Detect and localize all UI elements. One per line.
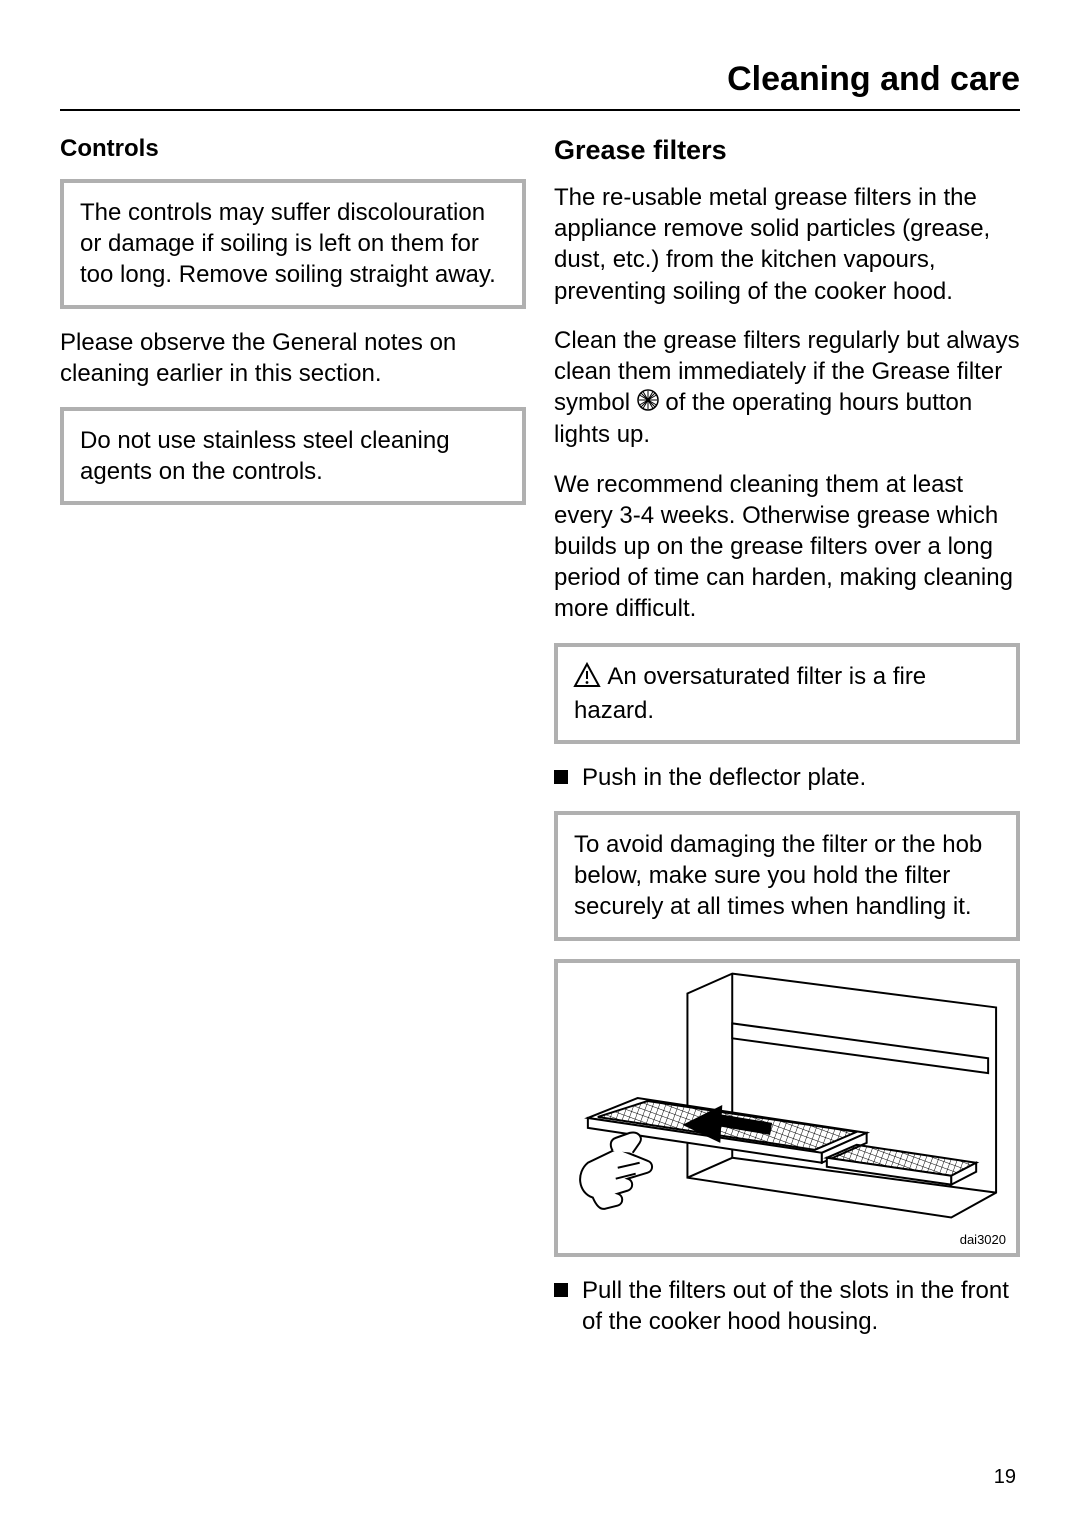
handling-note-text: To avoid damaging the filter or the hob … <box>574 829 1000 923</box>
left-column: Controls The controls may suffer discolo… <box>60 135 526 1355</box>
controls-note-1: The controls may suffer discolouration o… <box>60 179 526 309</box>
grease-para-2: Clean the grease filters regularly but a… <box>554 325 1020 451</box>
fire-hazard-warning: An oversaturated filter is a fire hazard… <box>574 661 1000 726</box>
grease-para-3: We recommend cleaning them at least ever… <box>554 469 1020 625</box>
filter-removal-figure: dai3020 <box>554 959 1020 1257</box>
page-number: 19 <box>994 1466 1016 1489</box>
bullet-1: Push in the deflector plate. <box>554 762 1020 793</box>
controls-para-1: Please observe the General notes on clea… <box>60 327 526 389</box>
fire-hazard-warning-box: An oversaturated filter is a fire hazard… <box>554 643 1020 744</box>
handling-note-box: To avoid damaging the filter or the hob … <box>554 811 1020 941</box>
controls-note-1-text: The controls may suffer discolouration o… <box>80 197 506 291</box>
page-title: Cleaning and care <box>60 60 1020 111</box>
grease-filters-heading: Grease filters <box>554 135 1020 166</box>
filter-removal-illustration <box>558 963 1016 1253</box>
figure-caption: dai3020 <box>960 1232 1006 1247</box>
grease-filter-symbol-icon <box>637 388 659 419</box>
controls-note-2-text: Do not use stainless steel cleaning agen… <box>80 425 506 487</box>
bullet-marker-icon <box>554 770 568 784</box>
fire-hazard-text: An oversaturated filter is a fire hazard… <box>574 663 926 724</box>
right-column: Grease filters The re-usable metal greas… <box>554 135 1020 1355</box>
bullet-2-text: Pull the filters out of the slots in the… <box>582 1275 1020 1337</box>
controls-note-2: Do not use stainless steel cleaning agen… <box>60 407 526 505</box>
bullet-marker-icon <box>554 1283 568 1297</box>
page: Cleaning and care Controls The controls … <box>0 0 1080 1529</box>
warning-icon <box>574 663 600 695</box>
bullet-2: Pull the filters out of the slots in the… <box>554 1275 1020 1337</box>
content-columns: Controls The controls may suffer discolo… <box>60 135 1020 1355</box>
controls-heading: Controls <box>60 135 526 163</box>
bullet-1-text: Push in the deflector plate. <box>582 762 866 793</box>
grease-para-1: The re-usable metal grease filters in th… <box>554 182 1020 307</box>
